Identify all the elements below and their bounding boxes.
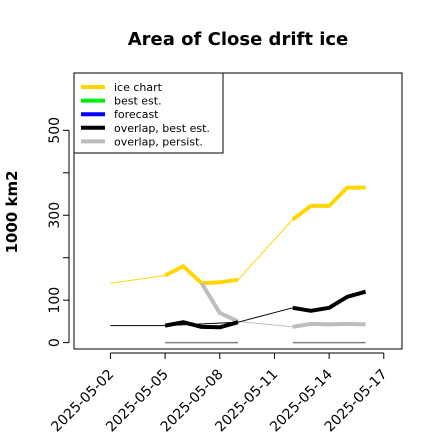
y-tick-label: 0 — [47, 338, 63, 347]
y-tick-label: 300 — [47, 202, 63, 229]
series-line-4 — [199, 282, 239, 324]
legend-label: forecast — [114, 108, 159, 121]
series-line-5 — [292, 321, 366, 329]
y-tick-label: 100 — [47, 287, 63, 314]
series-line-8 — [292, 289, 367, 313]
y-axis-label: 1000 km2 — [3, 170, 21, 253]
series-line-6 — [110, 307, 293, 327]
legend-label: overlap, best est. — [114, 122, 210, 135]
chart-title: Area of Close drift ice — [128, 29, 349, 50]
x-axis: 2025-05-022025-05-052025-05-082025-05-11… — [48, 352, 391, 435]
series-line-2 — [291, 185, 366, 222]
legend-label: best est. — [114, 95, 162, 108]
series-layer — [110, 185, 367, 344]
series-line-0 — [110, 187, 366, 284]
y-axis: 0 100 300 500 — [47, 117, 70, 347]
series-line-7 — [164, 320, 239, 330]
legend-label: overlap, persist. — [114, 135, 203, 148]
legend-label: ice chart — [114, 81, 163, 94]
y-tick-label: 500 — [47, 117, 63, 144]
plot-frame — [73, 72, 403, 350]
series-line-1 — [164, 264, 239, 286]
